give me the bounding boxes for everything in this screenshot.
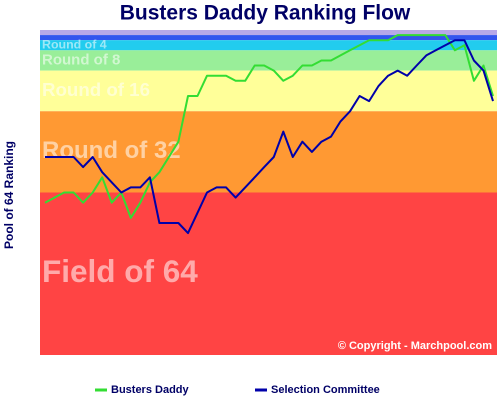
band-label: Round of 4 bbox=[42, 38, 107, 52]
band-label: Round of 16 bbox=[42, 79, 150, 100]
band bbox=[40, 30, 497, 36]
band bbox=[40, 35, 497, 41]
credit: © Copyright - Marchpool.com bbox=[338, 340, 492, 352]
legend-label: Selection Committee bbox=[271, 384, 380, 396]
band bbox=[40, 70, 497, 112]
band-label: Round of 32 bbox=[42, 137, 181, 164]
series-line bbox=[44, 34, 494, 219]
series-line bbox=[45, 39, 494, 235]
y-axis-label: Pool of 64 Ranking bbox=[2, 141, 16, 249]
band bbox=[40, 192, 497, 355]
band-label: Round of 8 bbox=[42, 51, 120, 68]
band bbox=[40, 40, 497, 51]
chart-title: Busters Daddy Ranking Flow bbox=[120, 2, 411, 25]
band-label: Field of 64 bbox=[42, 253, 198, 289]
band bbox=[40, 111, 497, 193]
band bbox=[40, 50, 497, 71]
legend-label: Busters Daddy bbox=[111, 384, 190, 396]
